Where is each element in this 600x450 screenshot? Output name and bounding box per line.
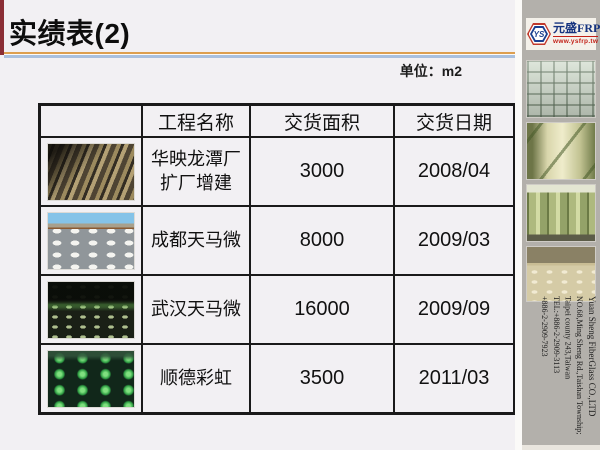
brand-name: 元盛FRP	[553, 21, 600, 36]
project-name: 成都天马微	[141, 205, 251, 276]
project-photo-green-interior	[47, 280, 135, 339]
table-row: 成都天马微 8000 2009/03	[38, 205, 516, 276]
project-photo-factory-beams	[47, 142, 135, 201]
delivery-date: 2011/03	[393, 343, 516, 415]
delivery-area: 3000	[249, 136, 395, 207]
ys-monogram: YS	[532, 28, 546, 40]
left-accent-bar	[0, 0, 4, 55]
title-underline	[4, 52, 516, 58]
phone-line-1: TEL:+886-2-2909-3113	[551, 296, 561, 374]
sidebar: YS 元盛FRP www.ysfrp.tw Yuan Sheng FiberGl…	[522, 0, 600, 450]
table-row: 顺德彩虹 3500 2011/03	[38, 343, 516, 415]
company-logo: YS 元盛FRP www.ysfrp.tw	[526, 18, 600, 50]
sidebar-photo-coffered-ceiling	[526, 60, 596, 118]
phone-line-2: +886-2-2909-7923	[540, 296, 550, 357]
delivery-area: 8000	[249, 205, 395, 276]
project-photo-cell	[38, 136, 143, 207]
unit-label: 单位：m2	[399, 63, 462, 79]
logo-text: 元盛FRP www.ysfrp.tw	[553, 22, 600, 45]
delivery-date: 2009/09	[393, 274, 516, 345]
address-line-1: NO.68,Ming Sheng Rd.,Taishan Township;	[574, 296, 584, 435]
table-row: 华映龙潭厂扩厂增建 3000 2008/04	[38, 136, 516, 207]
project-name: 顺德彩虹	[141, 343, 251, 415]
sidebar-photo-frp-tank	[526, 122, 596, 180]
project-name: 华映龙潭厂扩厂增建	[141, 136, 251, 207]
column-header-delivery-date: 交货日期	[393, 103, 516, 138]
project-photo-cell	[38, 274, 143, 345]
sidebar-photo-dotted-floor	[526, 246, 596, 302]
underline-orange-stripe	[4, 52, 516, 54]
project-photo-cell	[38, 205, 143, 276]
delivery-area: 3500	[249, 343, 395, 415]
project-photo-green-domes	[47, 349, 135, 408]
table-header-row: 工程名称 交货面积 交货日期	[38, 103, 516, 138]
contact-info: Yuan Sheng FiberGlass CO.,LTD NO.68,Ming…	[524, 296, 598, 446]
page-title: 实绩表(2)	[9, 18, 131, 49]
projects-table: 工程名称 交货面积 交货日期 华映龙潭厂扩厂增建 3000 2008/04 成都…	[38, 103, 516, 415]
website-url: www.ysfrp.tw	[553, 35, 599, 45]
project-photo-construction-site	[47, 211, 135, 270]
sidebar-divider	[515, 0, 522, 450]
column-header-delivery-area: 交货面积	[249, 103, 395, 138]
delivery-date: 2008/04	[393, 136, 516, 207]
delivery-area: 16000	[249, 274, 395, 345]
address-line-2: Taipei county 243,Taiwan	[563, 296, 573, 380]
column-header-photo	[38, 103, 143, 138]
underline-gap	[4, 54, 516, 55]
underline-blue-stripe	[4, 55, 516, 58]
column-header-project-name: 工程名称	[141, 103, 251, 138]
ys-hexagon-icon: YS	[527, 23, 551, 45]
delivery-date: 2009/03	[393, 205, 516, 276]
project-photo-cell	[38, 343, 143, 415]
project-name: 武汉天马微	[141, 274, 251, 345]
sidebar-photo-storage-tanks	[526, 184, 596, 242]
table-row: 武汉天马微 16000 2009/09	[38, 274, 516, 345]
company-name: Yuan Sheng FiberGlass CO.,LTD	[587, 296, 597, 417]
